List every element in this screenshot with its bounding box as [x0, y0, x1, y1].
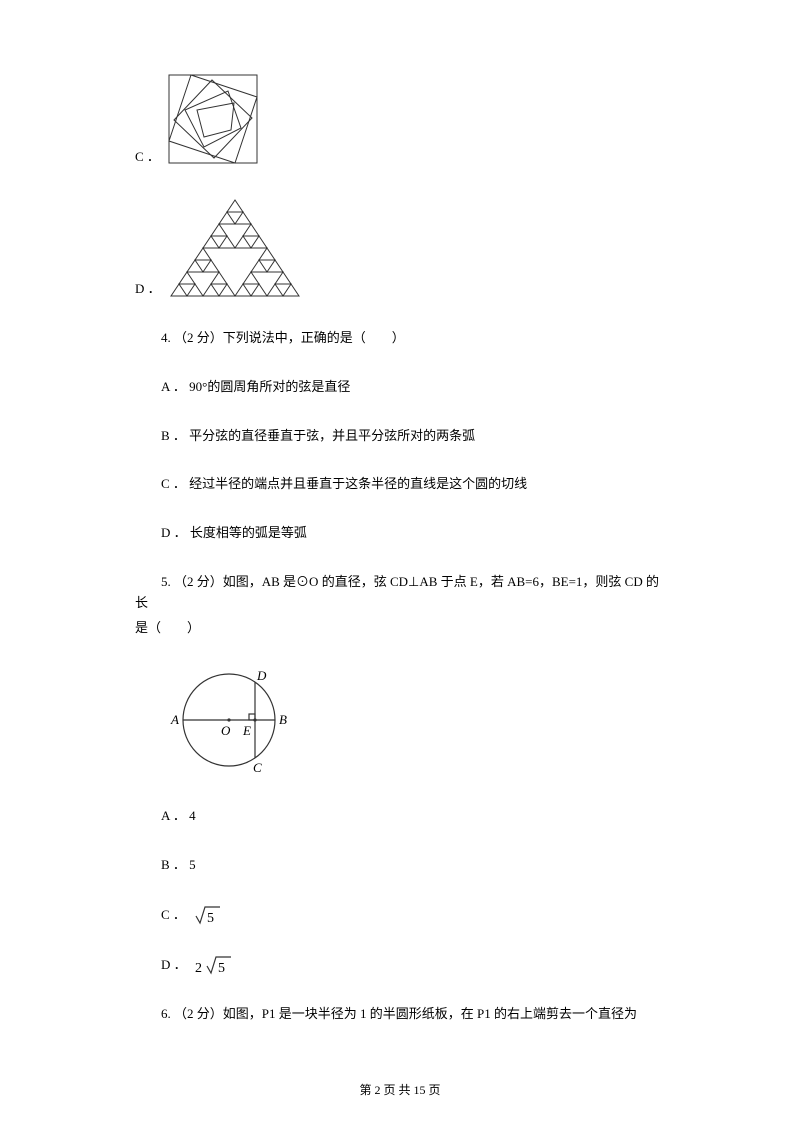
- sierpinski-icon: [165, 196, 305, 300]
- circle-figure: A O E B D C: [161, 658, 665, 782]
- q5-option-b: B ． 5: [135, 855, 665, 876]
- option-d-figure: D ．: [135, 196, 665, 300]
- q5-option-c: C ． 5: [135, 904, 665, 926]
- page-footer: 第 2 页 共 15 页: [0, 1081, 800, 1100]
- q5-option-a: A ． 4: [135, 806, 665, 827]
- q5-stem-line2: 是（ ）: [135, 618, 665, 639]
- label-E: E: [242, 723, 251, 738]
- q4-stem: 4. （2 分）下列说法中，正确的是（ ）: [135, 328, 665, 349]
- q5-stem-line1: 5. （2 分）如图，AB 是⊙O 的直径，弦 CD⊥AB 于点 E，若 AB=…: [135, 572, 665, 614]
- option-c-label: C ．: [135, 147, 160, 168]
- svg-text:5: 5: [218, 961, 225, 976]
- option-d-label: D ．: [135, 279, 161, 300]
- label-A: A: [170, 712, 179, 727]
- svg-text:5: 5: [207, 911, 214, 926]
- nested-squares-icon: [164, 70, 262, 168]
- q5-c-label: C ．: [135, 905, 186, 926]
- label-D: D: [256, 668, 267, 683]
- svg-text:2: 2: [195, 961, 202, 976]
- q5-option-d: D ． 2 5: [135, 954, 665, 976]
- q4-option-c: C ． 经过半径的端点并且垂直于这条半径的直线是这个圆的切线: [135, 474, 665, 495]
- label-C: C: [253, 760, 262, 775]
- sqrt5-icon: 5: [194, 904, 222, 926]
- q4-option-a: A ． 90°的圆周角所对的弦是直径: [135, 377, 665, 398]
- two-sqrt5-icon: 2 5: [195, 954, 235, 976]
- label-O: O: [221, 723, 231, 738]
- q4-option-b: B ． 平分弦的直径垂直于弦，并且平分弦所对的两条弧: [135, 426, 665, 447]
- label-B: B: [279, 712, 287, 727]
- q4-option-d: D ． 长度相等的弧是等弧: [135, 523, 665, 544]
- q5-d-label: D ．: [135, 955, 187, 976]
- q6-stem: 6. （2 分）如图，P1 是一块半径为 1 的半圆形纸板，在 P1 的右上端剪…: [135, 1004, 665, 1025]
- option-c-figure: C ．: [135, 70, 665, 168]
